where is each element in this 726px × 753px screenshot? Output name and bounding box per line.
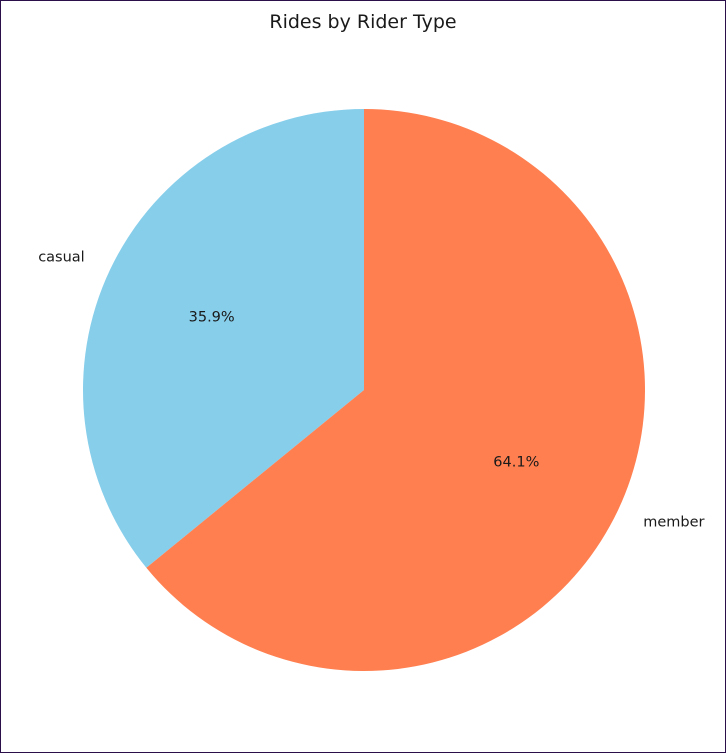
pie-slice-member [146,109,646,672]
pie-slice-casual [83,109,364,568]
percent-label-member: 64.1% [493,454,539,470]
slice-label-member: member [643,514,704,530]
slice-label-casual: casual [38,250,85,266]
percent-label-casual: 35.9% [189,310,235,326]
chart-title: Rides by Rider Type [269,11,457,33]
